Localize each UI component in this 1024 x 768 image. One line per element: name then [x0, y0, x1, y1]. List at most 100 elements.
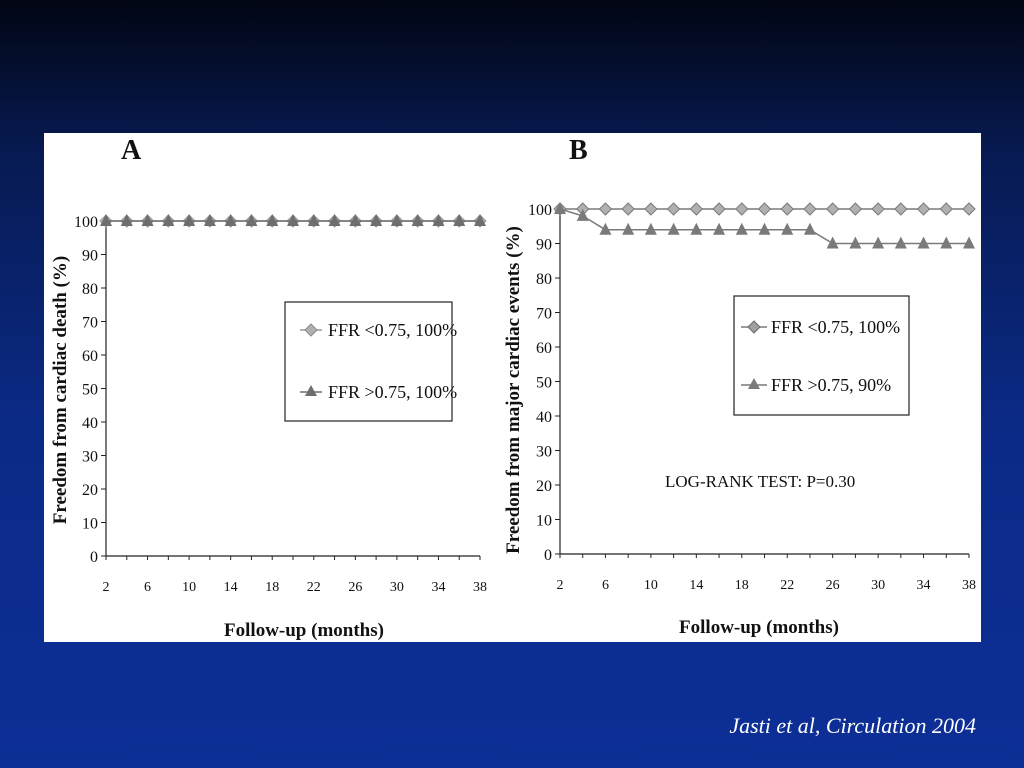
data-point-triangle [690, 222, 703, 235]
y-tick-label: 10 [536, 513, 552, 530]
chart-b-ylabel: Freedom from major cardiac events (%) [503, 226, 524, 554]
data-point-triangle [474, 214, 486, 226]
x-tick-label: 10 [644, 578, 658, 593]
chart-b-xlabel: Follow-up (months) [679, 617, 839, 638]
legend-label: FFR >0.75, 100% [328, 382, 457, 402]
x-tick-label: 14 [689, 578, 703, 593]
y-tick-label: 50 [536, 375, 552, 392]
triangle-marker-icon [305, 385, 317, 396]
chart-a-ylabel: Freedom from cardiac death (%) [50, 256, 71, 524]
chart-a: A Freedom from cardiac death (%) Follow-… [50, 135, 487, 641]
y-tick-label: 20 [536, 478, 552, 495]
data-point-diamond [598, 202, 613, 216]
y-tick-label: 0 [544, 547, 552, 564]
legend-box [733, 295, 910, 416]
x-tick-label: 38 [962, 578, 976, 593]
y-tick-label: 40 [82, 415, 98, 432]
data-point-triangle [224, 214, 237, 226]
x-tick-label: 14 [224, 580, 238, 595]
citation: Jasti et al, Circulation 2004 [729, 713, 976, 738]
y-tick-label: 40 [536, 409, 552, 426]
y-tick-label: 100 [74, 214, 98, 231]
km-charts: A Freedom from cardiac death (%) Follow-… [50, 135, 976, 641]
data-point-triangle [917, 236, 930, 249]
x-tick-label: 34 [431, 580, 445, 595]
chart-a-legend: FFR <0.75, 100% FFR >0.75, 100% [284, 301, 457, 422]
data-point-diamond [689, 202, 704, 216]
data-point-triangle [141, 214, 154, 226]
data-point-triangle [432, 214, 445, 226]
data-point-triangle [287, 214, 299, 226]
x-tick-label: 30 [390, 580, 404, 595]
data-point-diamond [757, 202, 772, 216]
y-tick-label: 70 [536, 306, 552, 323]
diamond-marker-icon [747, 320, 761, 334]
data-point-triangle [667, 222, 680, 235]
data-point-triangle [599, 222, 612, 235]
x-tick-label: 26 [826, 578, 840, 593]
y-tick-label: 20 [82, 482, 98, 499]
data-point-triangle [644, 222, 657, 235]
x-tick-label: 26 [348, 580, 362, 595]
data-point-diamond [712, 202, 726, 216]
legend-label: FFR >0.75, 90% [771, 375, 891, 395]
x-tick-label: 18 [735, 578, 749, 593]
chart-b-annotation: LOG-RANK TEST: P=0.30 [665, 472, 855, 491]
chart-b-legend: FFR <0.75, 100% FFR >0.75, 90% [733, 295, 910, 416]
data-point-diamond [735, 202, 749, 216]
data-point-diamond [871, 202, 885, 216]
x-tick-label: 6 [602, 578, 609, 593]
data-point-diamond [848, 202, 863, 216]
diamond-marker-icon [304, 323, 318, 337]
data-point-triangle [120, 214, 133, 226]
data-point-diamond [894, 202, 908, 216]
data-point-triangle [713, 222, 726, 235]
y-tick-label: 70 [82, 315, 98, 332]
data-point-triangle [622, 222, 635, 235]
data-point-triangle [349, 214, 362, 226]
x-tick-label: 38 [473, 580, 487, 595]
panel-label-b: B [569, 135, 588, 166]
data-point-triangle [940, 236, 953, 249]
data-point-triangle [307, 214, 320, 226]
data-point-diamond [825, 202, 840, 216]
data-point-diamond [780, 202, 794, 216]
x-tick-label: 30 [871, 578, 885, 593]
data-point-triangle [872, 236, 885, 249]
data-point-diamond [644, 202, 658, 216]
figure-panel: A Freedom from cardiac death (%) Follow-… [44, 133, 981, 642]
data-point-triangle [411, 214, 424, 226]
y-tick-label: 60 [536, 340, 552, 357]
y-tick-label: 100 [528, 202, 552, 219]
data-point-triangle [735, 222, 748, 235]
x-tick-label: 22 [307, 580, 321, 595]
data-point-triangle [554, 202, 566, 214]
y-tick-label: 0 [90, 549, 98, 566]
x-tick-label: 22 [780, 578, 794, 593]
data-point-triangle [781, 222, 794, 235]
data-point-triangle [203, 214, 216, 226]
panel-label-a: A [121, 135, 142, 166]
y-tick-label: 30 [82, 449, 98, 466]
data-point-triangle [100, 214, 112, 226]
data-point-triangle [162, 214, 175, 226]
data-point-triangle [453, 214, 466, 226]
data-point-diamond [666, 202, 681, 216]
legend-box [284, 301, 453, 422]
y-tick-label: 90 [82, 248, 98, 265]
y-tick-label: 50 [82, 382, 98, 399]
x-tick-label: 10 [182, 580, 196, 595]
data-point-diamond [916, 202, 931, 216]
y-tick-label: 10 [82, 516, 98, 533]
data-point-triangle [826, 236, 839, 249]
data-point-triangle [266, 214, 279, 226]
x-tick-label: 2 [557, 578, 564, 593]
data-point-triangle [370, 214, 383, 226]
y-tick-label: 90 [536, 237, 552, 254]
data-point-diamond [803, 202, 817, 216]
data-point-triangle [894, 236, 907, 249]
data-point-triangle [758, 222, 771, 235]
x-tick-label: 18 [265, 580, 279, 595]
